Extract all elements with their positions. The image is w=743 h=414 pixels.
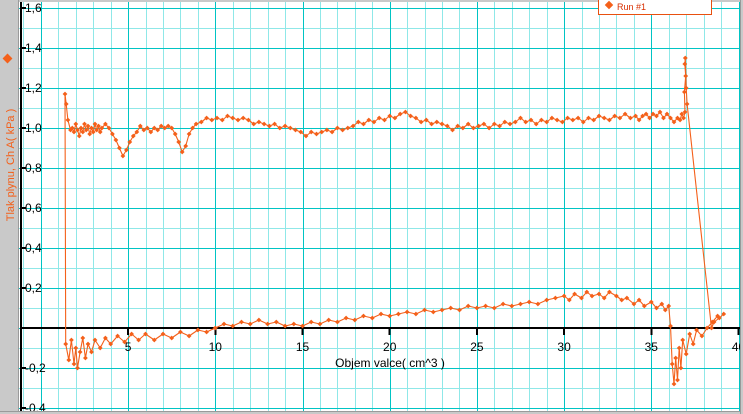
x-axis-title[interactable]: Objem valce( cm^3 ) [335,356,445,370]
x-tick-label: 5 [125,340,132,354]
series-markers [62,55,727,387]
y-axis-title[interactable]: Tlak plynu, Ch A( kPa ) [5,108,17,222]
x-tick-label: 25 [470,340,484,354]
window-frame-left [0,0,19,414]
y-tick-label: -0,4 [25,401,46,414]
y-tick-label: 1,4 [25,41,42,55]
y-tick-label: 0,8 [25,161,42,175]
y-tick-label: 1,2 [25,81,42,95]
window-frame-bottom [0,411,743,414]
series-line [64,57,725,385]
x-tick-label: 40 [732,340,743,354]
data-series [62,55,727,387]
tick-labels: 5 10 15 20 25 30 35 40 1,6 1,4 1,2 1,0 0,8 0,6 0,4 0,2 -… [25,1,743,414]
window-frame-right [740,0,743,414]
x-tick-label: 30 [557,340,571,354]
x-tick-label: 20 [383,340,397,354]
y-tick-label: 0,6 [25,201,42,215]
legend-series-diamond-icon [604,0,614,9]
y-tick-label: 1,0 [25,121,42,135]
axes [20,0,743,414]
y-tick-label: -0,2 [25,361,46,375]
y-tick-label: 0,2 [25,281,42,295]
y-tick-label: 1,6 [25,1,42,15]
x-tick-label: 10 [209,340,223,354]
window-frame-top [0,0,743,2]
legend[interactable]: Run #1 [598,0,712,15]
y-tick-label: 0,4 [25,241,42,255]
tick-marks [22,7,740,409]
x-tick-label: 35 [645,340,659,354]
legend-series-label: Run #1 [617,2,647,12]
x-tick-label: 15 [296,340,310,354]
